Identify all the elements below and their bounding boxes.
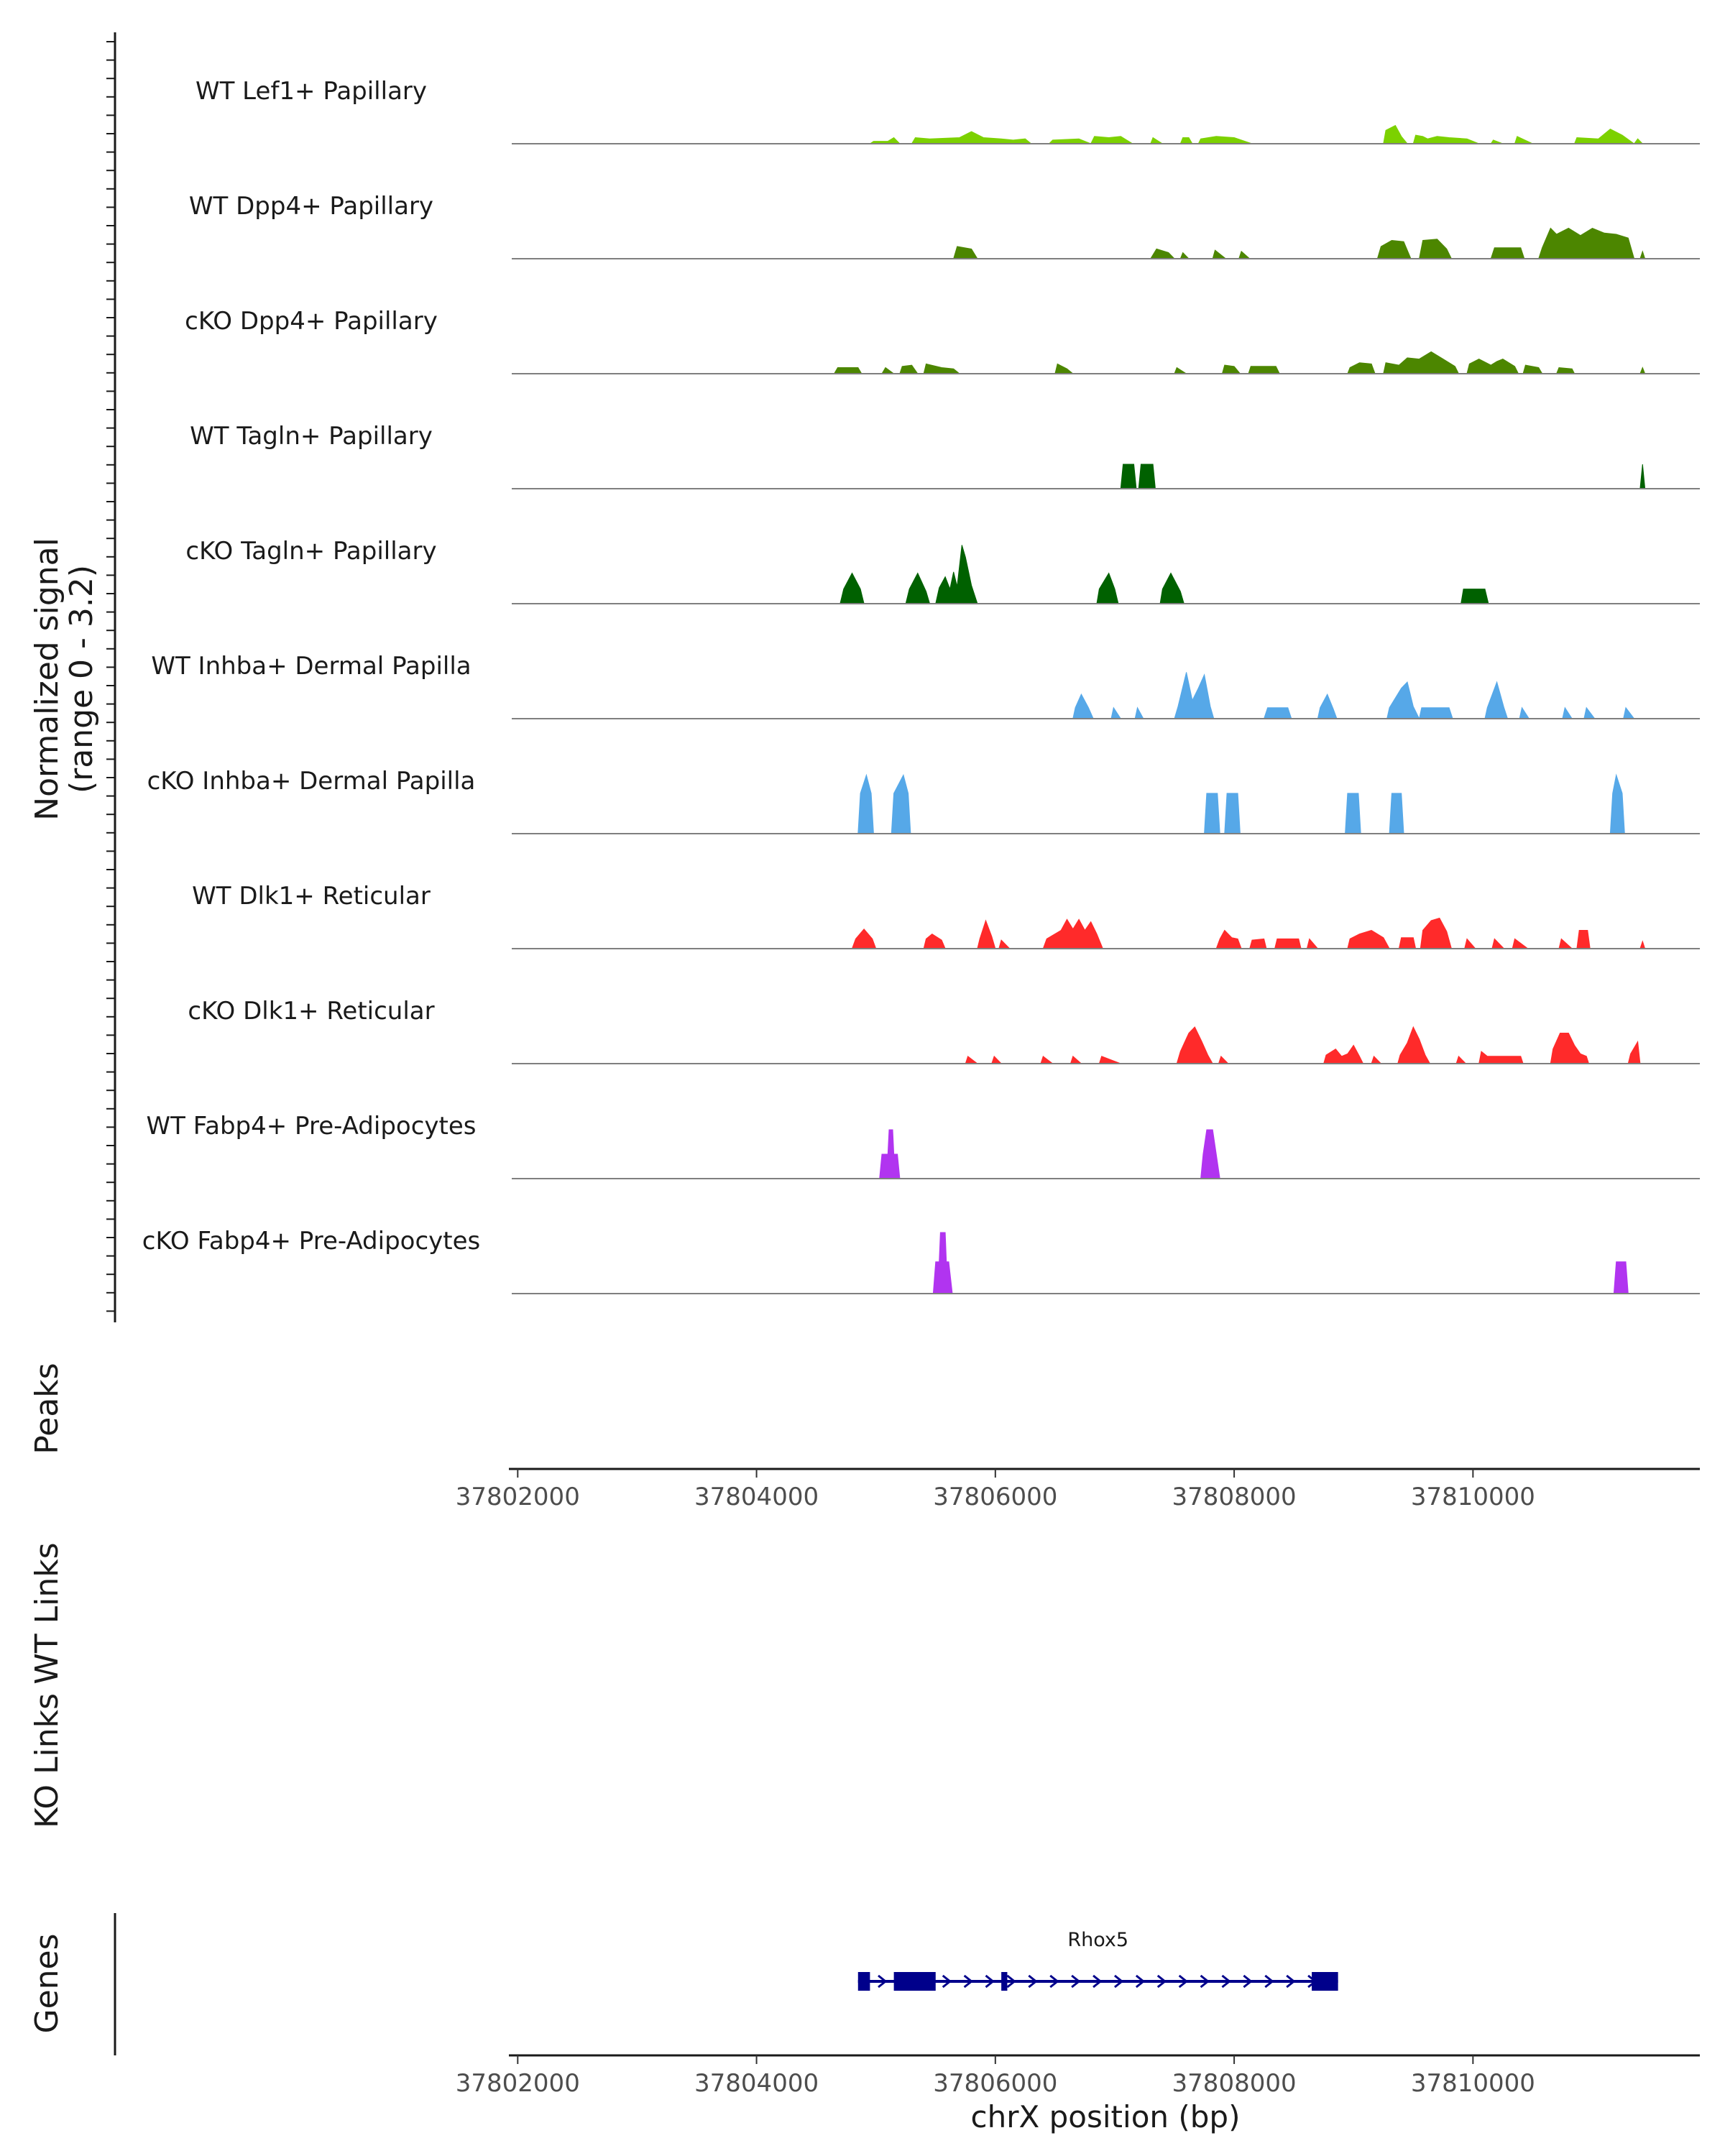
- track-10: cKO Fabp4+ Pre-Adipocytes: [142, 1227, 1700, 1294]
- gene-strand-arrow: [1243, 1974, 1253, 1989]
- gene-strand-arrow: [985, 1974, 995, 1989]
- gene-strand-arrow: [878, 1974, 888, 1989]
- coverage-area-1: [953, 227, 1646, 259]
- gene-strand-arrow: [1200, 1974, 1210, 1989]
- y-axis-title: Normalized signal: [29, 538, 65, 821]
- gene-strand-arrow: [1264, 1974, 1274, 1989]
- track-label-9: WT Fabp4+ Pre-Adipocytes: [147, 1112, 477, 1141]
- track-8: cKO Dlk1+ Reticular: [188, 997, 1700, 1064]
- track-7: WT Dlk1+ Reticular: [192, 882, 1700, 949]
- genes-x-tick-label: 37802000: [456, 2069, 580, 2098]
- peaks-x-tick-label: 37806000: [933, 1483, 1057, 1511]
- gene-track: Rhox5: [857, 1929, 1338, 1991]
- track-3: WT Tagln+ Papillary: [190, 422, 1700, 489]
- track-label-5: WT Inhba+ Dermal Papilla: [151, 652, 471, 681]
- gene-strand-arrow: [1286, 1974, 1296, 1989]
- gene-strand-arrow: [1221, 1974, 1231, 1989]
- gene-strand-arrow: [1071, 1974, 1081, 1989]
- ko-links-track-title: KO Links: [29, 1693, 65, 1828]
- genes-x-axis: 37802000 37804000 37806000 37808000 37810000: [456, 2054, 1700, 2098]
- gene-strand-arrow: [963, 1974, 974, 1989]
- genes-track-title: Genes: [29, 1933, 65, 2033]
- peaks-x-axis: 37802000 37804000 37806000 37808000 37810000: [456, 1468, 1700, 1511]
- genes-x-tick-label: 37806000: [933, 2069, 1057, 2098]
- track-label-0: WT Lef1+ Papillary: [196, 77, 427, 106]
- track-label-6: cKO Inhba+ Dermal Papilla: [147, 767, 476, 796]
- coverage-area-9: [879, 1129, 1220, 1179]
- track-0: WT Lef1+ Papillary: [196, 77, 1700, 144]
- gene-name: Rhox5: [1067, 1929, 1128, 1951]
- coverage-area-2: [833, 351, 1646, 374]
- coverage-area-3: [1120, 464, 1646, 489]
- genes-x-tick-label: 37810000: [1411, 2069, 1535, 2098]
- coverage-area-5: [1072, 672, 1635, 720]
- track-label-1: WT Dpp4+ Papillary: [189, 192, 433, 221]
- gene-exon-1: [893, 1972, 936, 1991]
- x-axis-title: chrX position (bp): [971, 2099, 1241, 2134]
- peaks-x-tick-label: 37804000: [694, 1483, 819, 1511]
- track-label-3: WT Tagln+ Papillary: [190, 422, 433, 451]
- gene-exon-2: [1001, 1972, 1008, 1991]
- track-label-4: cKO Tagln+ Papillary: [185, 537, 436, 566]
- signal-axis: [106, 32, 116, 1322]
- gene-strand-arrow: [1049, 1974, 1059, 1989]
- track-2: cKO Dpp4+ Papillary: [185, 307, 1700, 374]
- gene-strand-arrow: [1178, 1974, 1189, 1989]
- gene-strand-arrow: [942, 1974, 952, 1989]
- genes-x-tick-label: 37804000: [694, 2069, 819, 2098]
- genes-x-tick-label: 37808000: [1172, 2069, 1297, 2098]
- track-5: WT Inhba+ Dermal Papilla: [151, 652, 1700, 720]
- track-6: cKO Inhba+ Dermal Papilla: [147, 767, 1700, 834]
- gene-strand-arrow: [1006, 1974, 1016, 1989]
- peaks-track-title: Peaks: [29, 1363, 65, 1454]
- coverage-area-6: [857, 773, 1625, 834]
- gene-strand-arrow: [1114, 1974, 1124, 1989]
- gene-exon-3: [1312, 1972, 1338, 1991]
- coverage-area-4: [840, 545, 1489, 604]
- coverage-area-8: [965, 1026, 1641, 1064]
- y-axis-range: (range 0 - 3.2): [63, 565, 100, 793]
- coverage-area-10: [932, 1232, 1629, 1294]
- track-1: WT Dpp4+ Papillary: [189, 192, 1700, 259]
- track-label-8: cKO Dlk1+ Reticular: [188, 997, 434, 1026]
- gene-exon-0: [857, 1972, 870, 1991]
- coverage-area-0: [868, 124, 1644, 144]
- coverage-tracks: WT Lef1+ Papillary WT Dpp4+ Papillary cKO …: [142, 77, 1700, 1294]
- track-label-2: cKO Dpp4+ Papillary: [185, 307, 438, 336]
- track-9: WT Fabp4+ Pre-Adipocytes: [147, 1112, 1700, 1179]
- coverage-area-7: [851, 917, 1646, 949]
- track-label-7: WT Dlk1+ Reticular: [192, 882, 431, 911]
- peaks-x-tick-label: 37808000: [1172, 1483, 1297, 1511]
- peaks-x-tick-label: 37810000: [1411, 1483, 1535, 1511]
- track-label-10: cKO Fabp4+ Pre-Adipocytes: [142, 1227, 481, 1256]
- gene-strand-arrow: [1156, 1974, 1167, 1989]
- track-4: cKO Tagln+ Papillary: [185, 537, 1700, 604]
- peaks-x-tick-label: 37802000: [456, 1483, 580, 1511]
- gene-strand-arrow: [1092, 1974, 1103, 1989]
- gene-strand-arrow: [1028, 1974, 1038, 1989]
- gene-strand-arrow: [1135, 1974, 1146, 1989]
- wt-links-track-title: WT Links: [29, 1542, 65, 1684]
